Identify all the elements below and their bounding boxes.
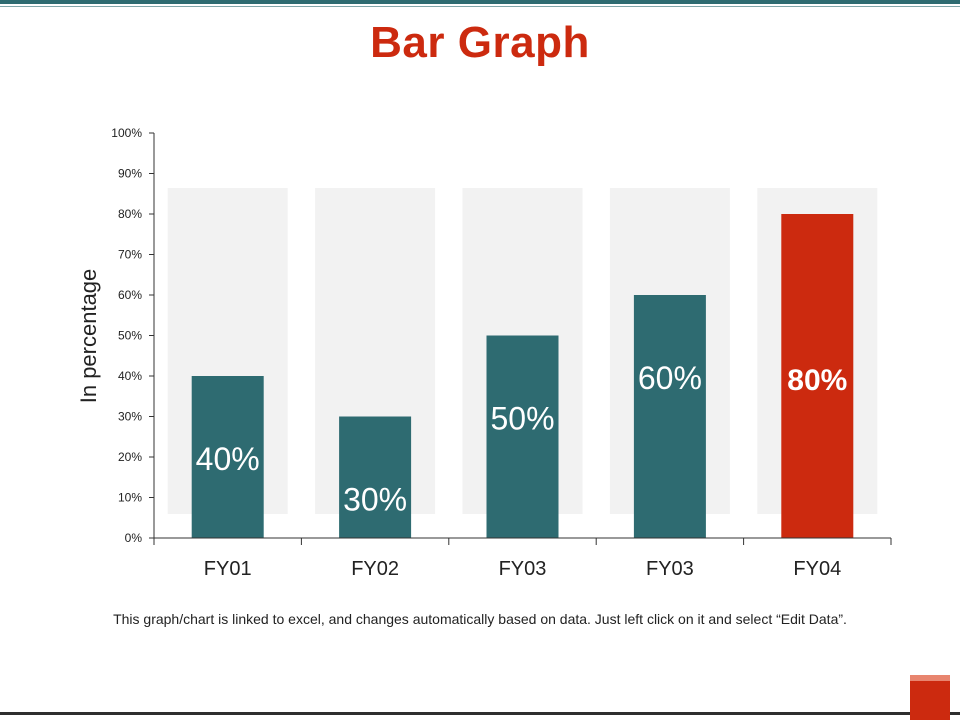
top-accent-rule-thin [0,6,960,7]
data-label: 60% [638,360,702,396]
y-tick-label: 50% [118,329,142,343]
y-tick-label: 100% [111,126,142,140]
corner-accent-block [910,675,950,720]
y-tick-label: 0% [125,531,143,545]
x-tick-label: FY01 [204,558,252,580]
data-label: 40% [196,441,260,477]
x-tick-label: FY03 [646,558,694,580]
data-label: 50% [490,401,554,437]
y-tick-label: 90% [118,167,142,181]
x-tick-label: FY03 [499,558,547,580]
y-tick-label: 20% [118,450,142,464]
y-tick-label: 40% [118,369,142,383]
y-axis-title: In percentage [76,269,101,404]
chart-footnote: This graph/chart is linked to excel, and… [113,611,847,627]
bar[interactable] [633,295,706,538]
y-tick-label: 70% [118,248,142,262]
corner-accent-highlight [910,675,950,681]
bar[interactable] [781,214,854,538]
x-tick-label: FY04 [793,558,841,580]
x-tick-label: FY02 [351,558,399,580]
y-tick-label: 60% [118,288,142,302]
data-label: 80% [787,364,847,397]
bar[interactable] [339,416,412,539]
bottom-rule [0,712,960,715]
bar-chart[interactable]: 0% 10% 20% 30% 40% 50% 60% 70% 80% 90% 100% FY01 FY0… [0,0,960,600]
y-tick-label: 80% [118,207,142,221]
top-accent-rule [0,0,960,4]
bar[interactable] [191,376,264,538]
y-tick-label: 10% [118,491,142,505]
slide-title: Bar Graph [370,18,590,67]
y-tick-label: 30% [118,410,142,424]
bar[interactable] [486,335,559,539]
data-label: 30% [343,482,407,518]
